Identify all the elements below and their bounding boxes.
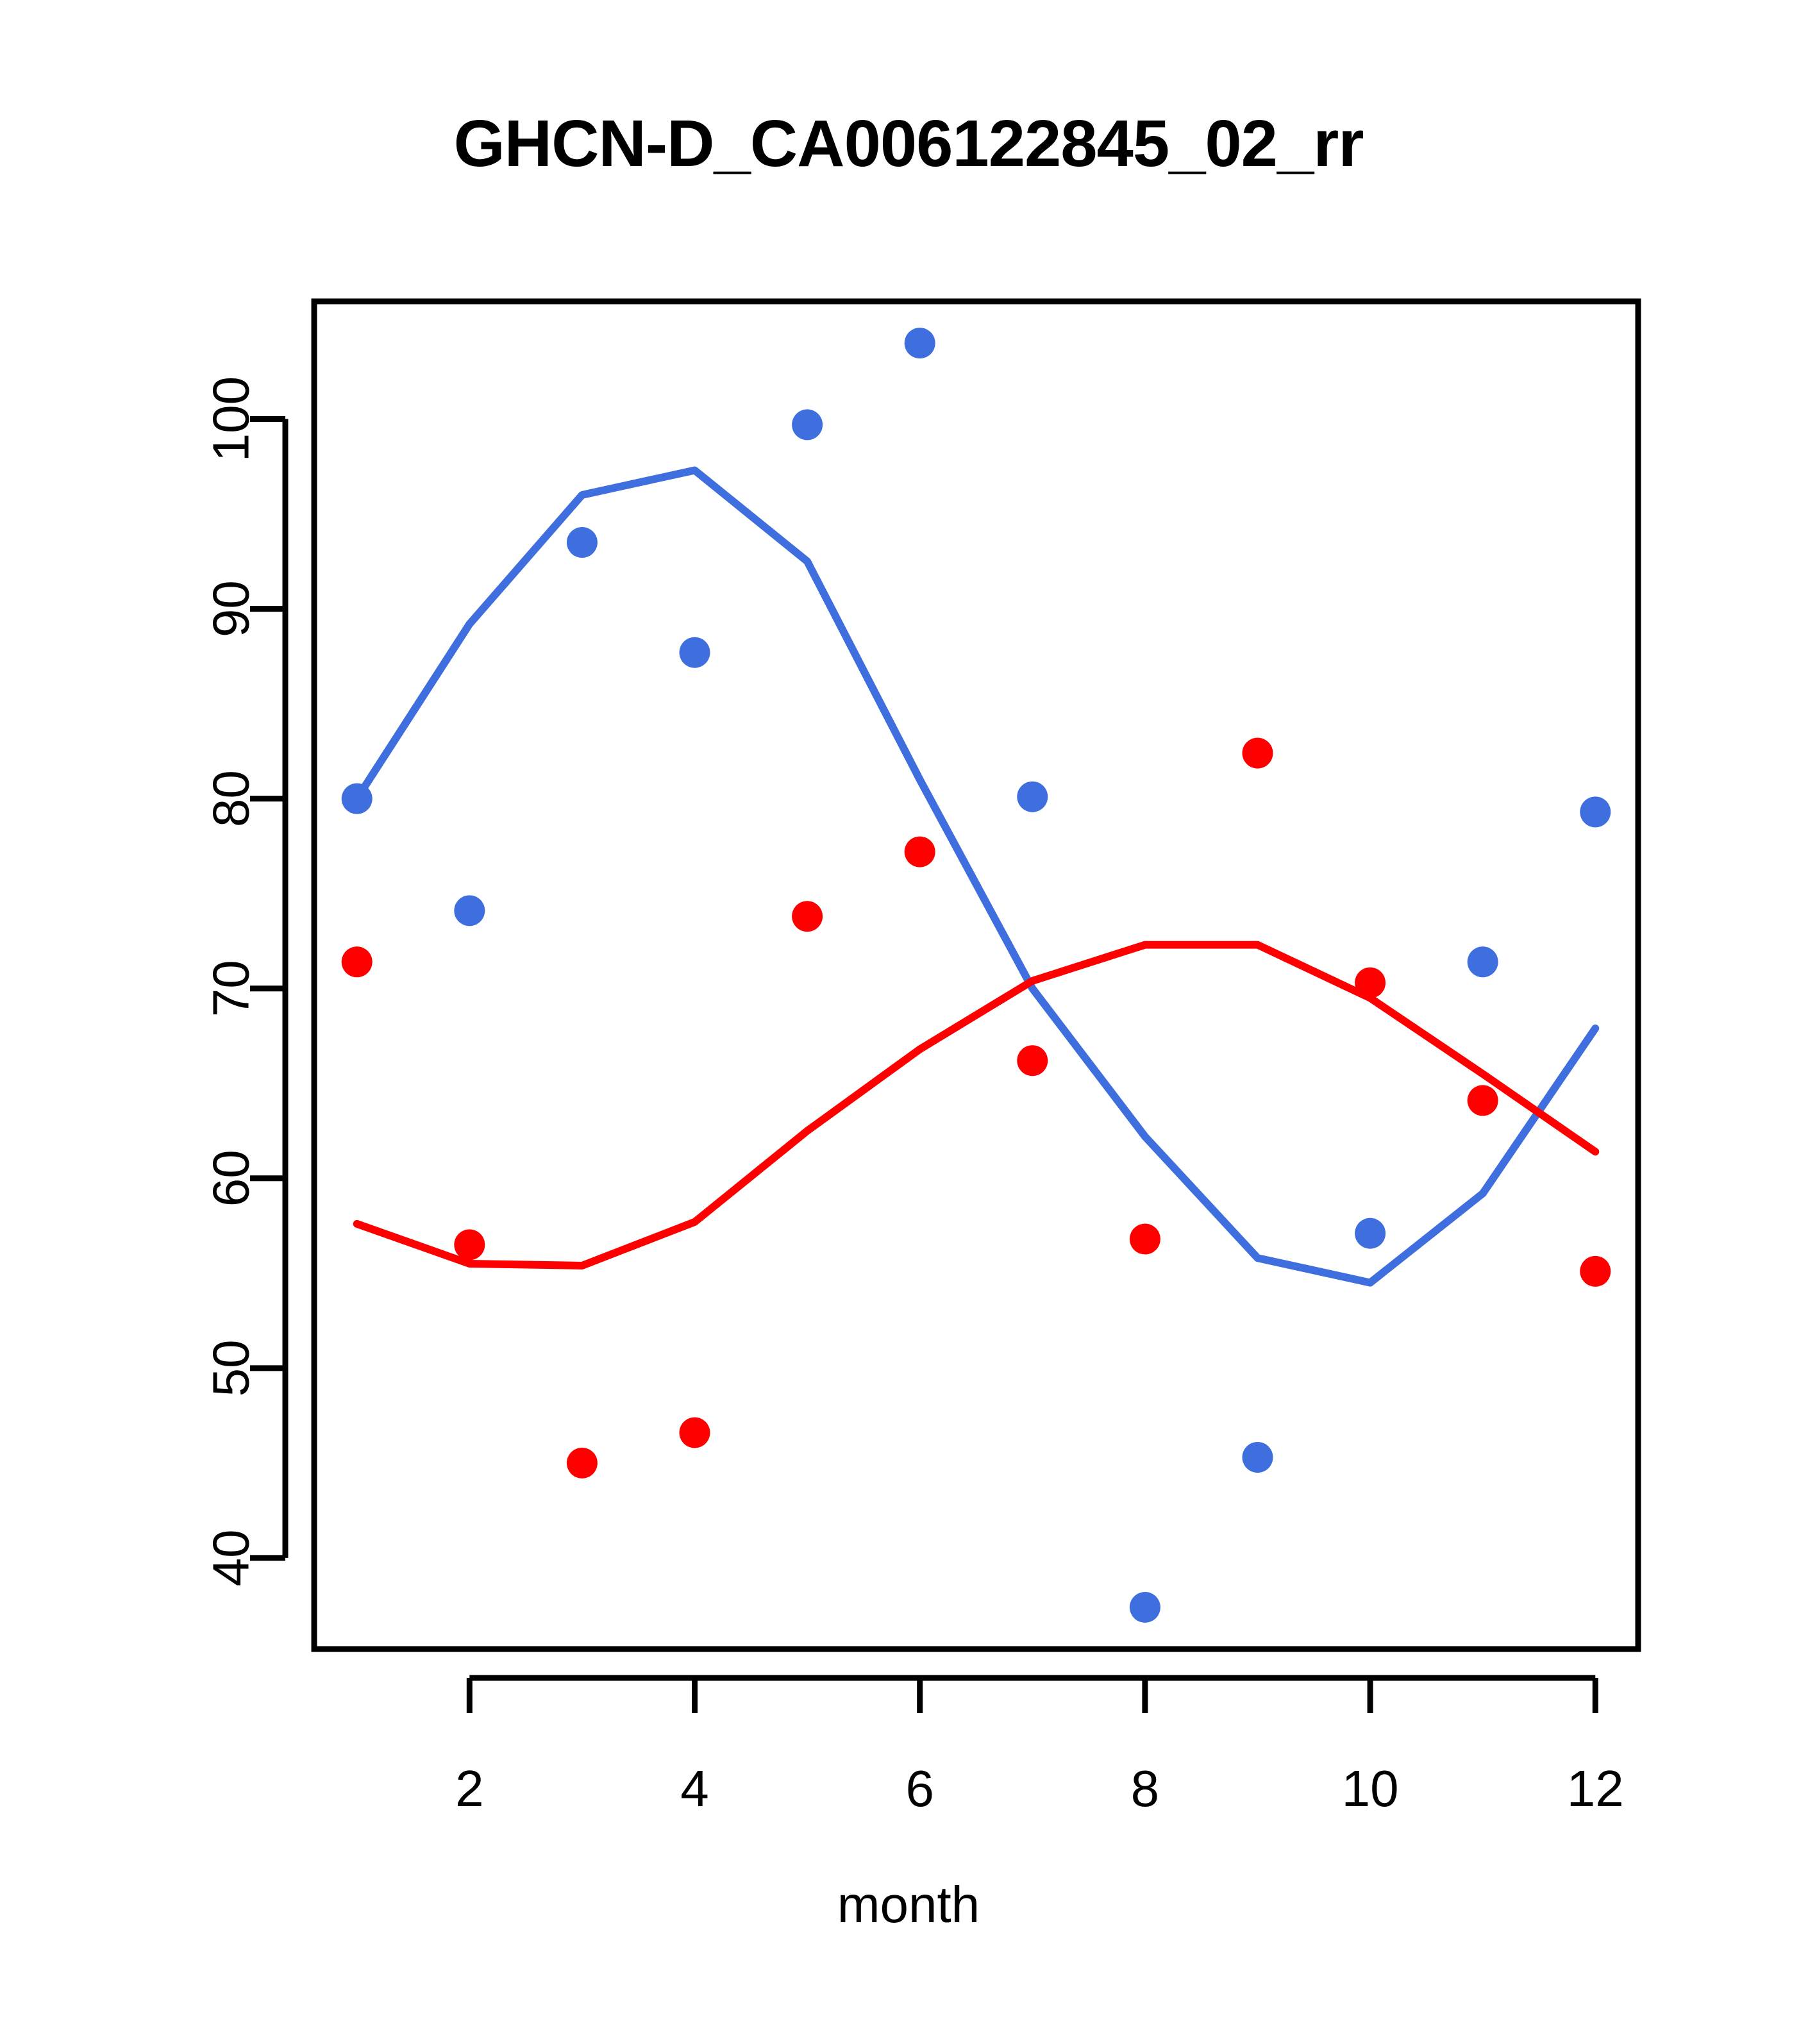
blue-points-marker bbox=[679, 637, 710, 668]
plot-frame bbox=[311, 298, 1641, 1652]
y-tick-label: 90 bbox=[203, 580, 260, 637]
red-points-marker bbox=[341, 946, 373, 978]
red-points-marker bbox=[792, 901, 823, 932]
plot-border bbox=[311, 298, 1641, 1652]
y-tick-label: 50 bbox=[203, 1339, 260, 1396]
x-tick-label: 2 bbox=[455, 1760, 484, 1817]
red-points-marker bbox=[1017, 1045, 1048, 1076]
blue-points-marker bbox=[1580, 796, 1611, 828]
red-points-marker bbox=[566, 1447, 598, 1479]
x-tick-label: 8 bbox=[1131, 1760, 1160, 1817]
blue-points-marker bbox=[566, 526, 598, 558]
page-title: GHCN-D_CA006122845_02_rr bbox=[453, 106, 1364, 180]
red-points-marker bbox=[1242, 737, 1273, 769]
blue-points-marker bbox=[1467, 946, 1498, 978]
y-axis: 40 50 60 70 80 90 100 bbox=[203, 376, 289, 1586]
x-tick-label: 10 bbox=[1342, 1760, 1399, 1817]
blue-points-marker bbox=[1017, 781, 1048, 812]
x-axis-label: month bbox=[837, 1876, 980, 1933]
blue-smooth-line bbox=[353, 466, 1600, 1287]
red-points-marker bbox=[904, 836, 935, 867]
y-tick-label: 80 bbox=[203, 770, 260, 827]
series-lines-group bbox=[353, 466, 1600, 1287]
red-points-marker bbox=[454, 1229, 485, 1261]
red-points-marker bbox=[1580, 1255, 1611, 1287]
blue-points-marker bbox=[1129, 1591, 1160, 1623]
blue-points-marker bbox=[454, 895, 485, 926]
series-points-group bbox=[341, 328, 1611, 1623]
red-points-marker bbox=[1129, 1223, 1160, 1255]
red-points-marker bbox=[1467, 1085, 1498, 1116]
y-tick-label: 40 bbox=[203, 1529, 260, 1586]
red-smooth-line bbox=[353, 941, 1600, 1269]
blue-points-marker bbox=[792, 409, 823, 440]
blue-points-marker bbox=[904, 328, 935, 359]
blue-points-marker bbox=[1355, 1218, 1386, 1249]
y-tick-label: 60 bbox=[203, 1150, 260, 1207]
x-tick-label: 12 bbox=[1567, 1760, 1624, 1817]
y-tick-label: 70 bbox=[203, 960, 260, 1017]
x-tick-label: 4 bbox=[680, 1760, 709, 1817]
blue-points-marker bbox=[1242, 1441, 1273, 1473]
red-points-marker bbox=[679, 1417, 710, 1448]
x-tick-label: 6 bbox=[905, 1760, 934, 1817]
x-axis: 2 4 6 8 10 12 bbox=[455, 1675, 1624, 1817]
blue-points-marker bbox=[341, 783, 373, 814]
red-points-marker bbox=[1355, 967, 1386, 998]
y-tick-label: 100 bbox=[203, 376, 260, 462]
